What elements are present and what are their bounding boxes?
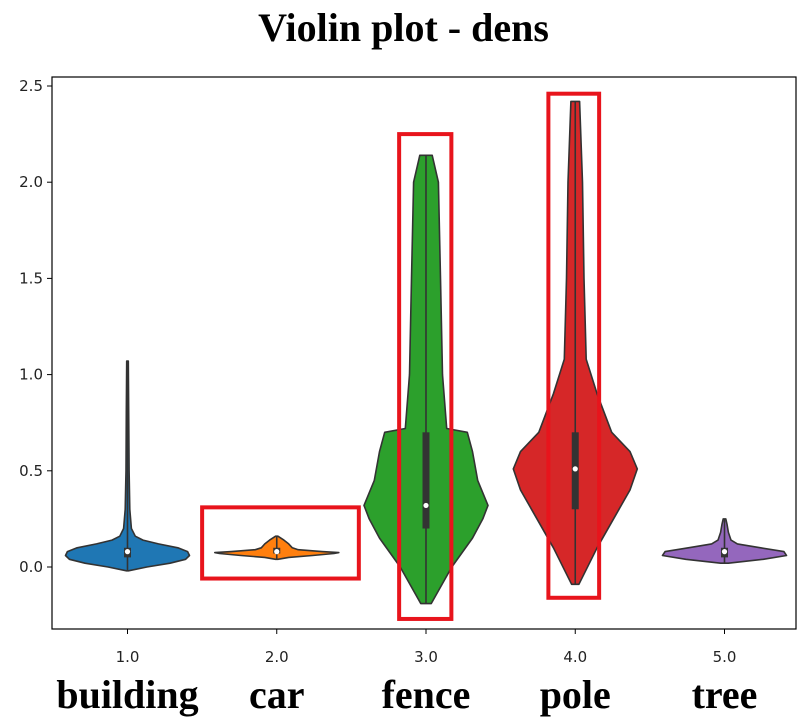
violin-median-building [124, 549, 131, 555]
x-tick-label: 5.0 [713, 648, 737, 666]
violin-median-tree [721, 549, 728, 555]
highlight-box-car [200, 505, 361, 581]
y-tick-label: 2.0 [19, 173, 43, 191]
category-label-fence: fence [382, 672, 471, 717]
category-label-building: building [56, 672, 198, 717]
y-tick-label: 0.5 [19, 462, 43, 480]
y-tick-label: 1.5 [19, 269, 43, 287]
category-label-car: car [249, 672, 305, 717]
x-tick-label: 4.0 [563, 648, 587, 666]
y-tick-label: 0.0 [19, 558, 43, 576]
category-label-tree: tree [692, 672, 758, 717]
violin-median-fence [423, 502, 429, 509]
chart-title: Violin plot - dens [258, 5, 549, 50]
plot-frame [51, 76, 797, 630]
violin-median-car [274, 549, 280, 555]
category-label-pole: pole [540, 672, 611, 717]
x-tick-label: 2.0 [265, 648, 289, 666]
y-tick-label: 1.0 [19, 366, 43, 384]
highlight-box-fence [397, 132, 454, 621]
violin-median-pole [572, 466, 578, 472]
violin-iqr-fence [422, 432, 430, 529]
highlight-box-pole [546, 91, 602, 600]
y-tick-label: 2.5 [19, 77, 43, 95]
x-tick-label: 3.0 [414, 648, 438, 666]
x-tick-label: 1.0 [116, 648, 140, 666]
